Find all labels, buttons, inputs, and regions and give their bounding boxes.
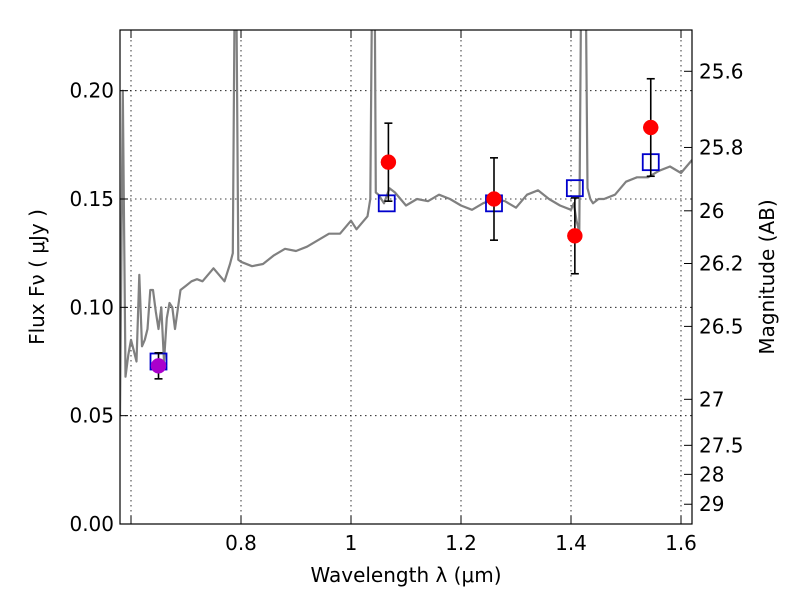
y2-tick-label: 27.5 [699,433,744,457]
y2-tick-label: 28 [699,462,724,486]
y2-tick-label: 29 [699,492,724,516]
y2-tick-label: 25.6 [699,59,744,83]
y2-tick-label: 25.8 [699,135,744,159]
model-photometry-square [565,179,584,198]
observed-flux-point [380,154,397,170]
observed-flux-point [643,119,659,136]
y2-tick-label: 26.2 [699,251,744,275]
y2-tick-label: 26.5 [699,314,744,338]
observed-flux-point [567,228,583,244]
observed-flux-point [150,358,167,374]
y2-tick-label: 27 [699,387,724,411]
y-axis-label: Flux Fν ( μJy ) [25,209,49,345]
y-tick-label: 0.05 [69,404,114,428]
y-tick-label: 0.00 [69,512,114,536]
y-tick-label: 0.15 [69,187,114,211]
plot-frame [119,29,693,525]
x-tick-label: 1 [345,531,358,555]
observed-flux-point [486,191,502,207]
x-tick-label: 1.6 [665,531,697,555]
y-tick-label: 0.10 [69,295,114,319]
axis-ticks: 0.8 1 1.2 1.4 1.6 0.00 0.05 0.10 0.15 0.20 25.6 25.… [69,30,744,555]
y-tick-label: 0.20 [69,79,114,103]
y2-tick-label: 26 [699,199,724,223]
photometry-layer [149,77,660,380]
x-tick-label: 1.4 [555,531,587,555]
model-photometry-square [377,194,396,213]
x-tick-label: 0.8 [225,531,257,555]
x-tick-label: 1.2 [445,531,477,555]
y2-axis-label: Magnitude (AB) [755,199,779,354]
x-axis-label: Wavelength λ (μm) [310,563,501,587]
